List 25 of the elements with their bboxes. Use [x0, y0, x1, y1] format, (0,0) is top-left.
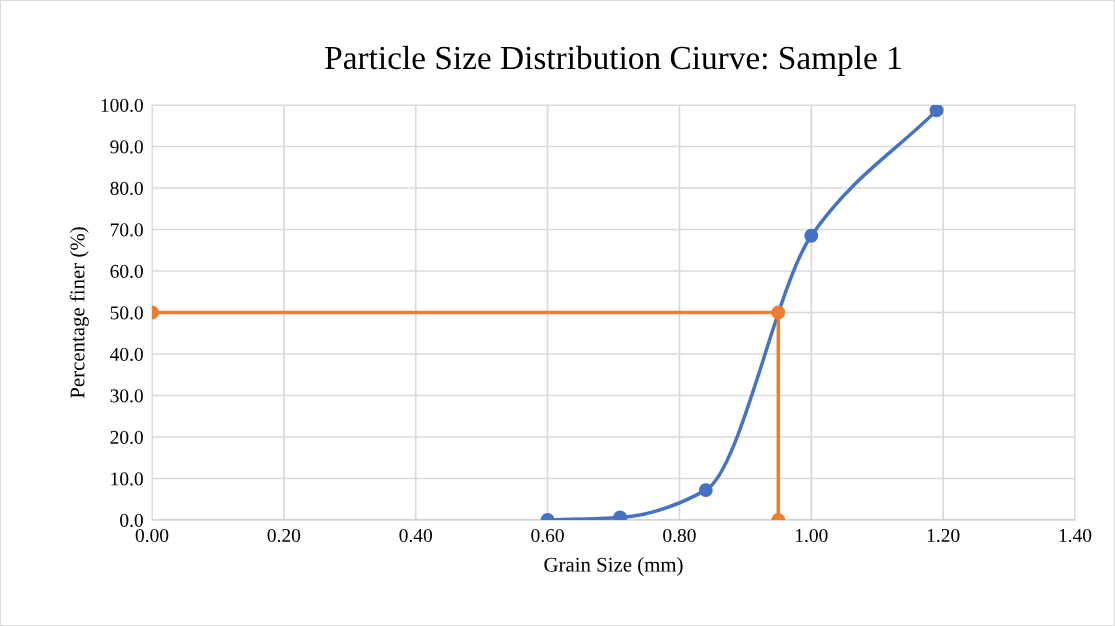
x-tick-label: 0.00	[135, 528, 169, 543]
x-tick-label: 1.20	[927, 528, 960, 543]
x-tick-label: 0.80	[663, 528, 696, 543]
y-tick-label: 60.0	[110, 264, 143, 279]
x-tick-label: 0.60	[531, 528, 564, 543]
x-tick-label: 1.00	[795, 528, 828, 543]
x-tick-label: 0.20	[267, 528, 301, 543]
y-tick-label: 50.0	[110, 306, 143, 320]
x-tick-label: 1.40	[1059, 528, 1092, 543]
y-tick-label: 30.0	[110, 389, 143, 403]
y-tick-label: 70.0	[110, 223, 143, 237]
x-axis-title: Grain Size (mm)	[544, 557, 683, 576]
point	[771, 305, 786, 320]
y-tick-label: 0.0	[120, 513, 143, 528]
y-tick-label: 40.0	[110, 347, 143, 362]
y-tick-label: 80.0	[110, 181, 143, 196]
y-tick-label: 20.0	[110, 430, 143, 445]
point	[929, 105, 944, 118]
y-axis-title: Percentage finer (%)	[69, 227, 89, 399]
y-tick-label: 90.0	[110, 140, 143, 154]
x-tick-label: 0.40	[399, 528, 432, 543]
y-tick-label: 100.0	[101, 98, 143, 113]
point	[804, 228, 819, 243]
chart-title: Particle Size Distribution Ciurve: Sample 1	[325, 45, 901, 76]
y-tick-label: 10.0	[111, 472, 143, 486]
